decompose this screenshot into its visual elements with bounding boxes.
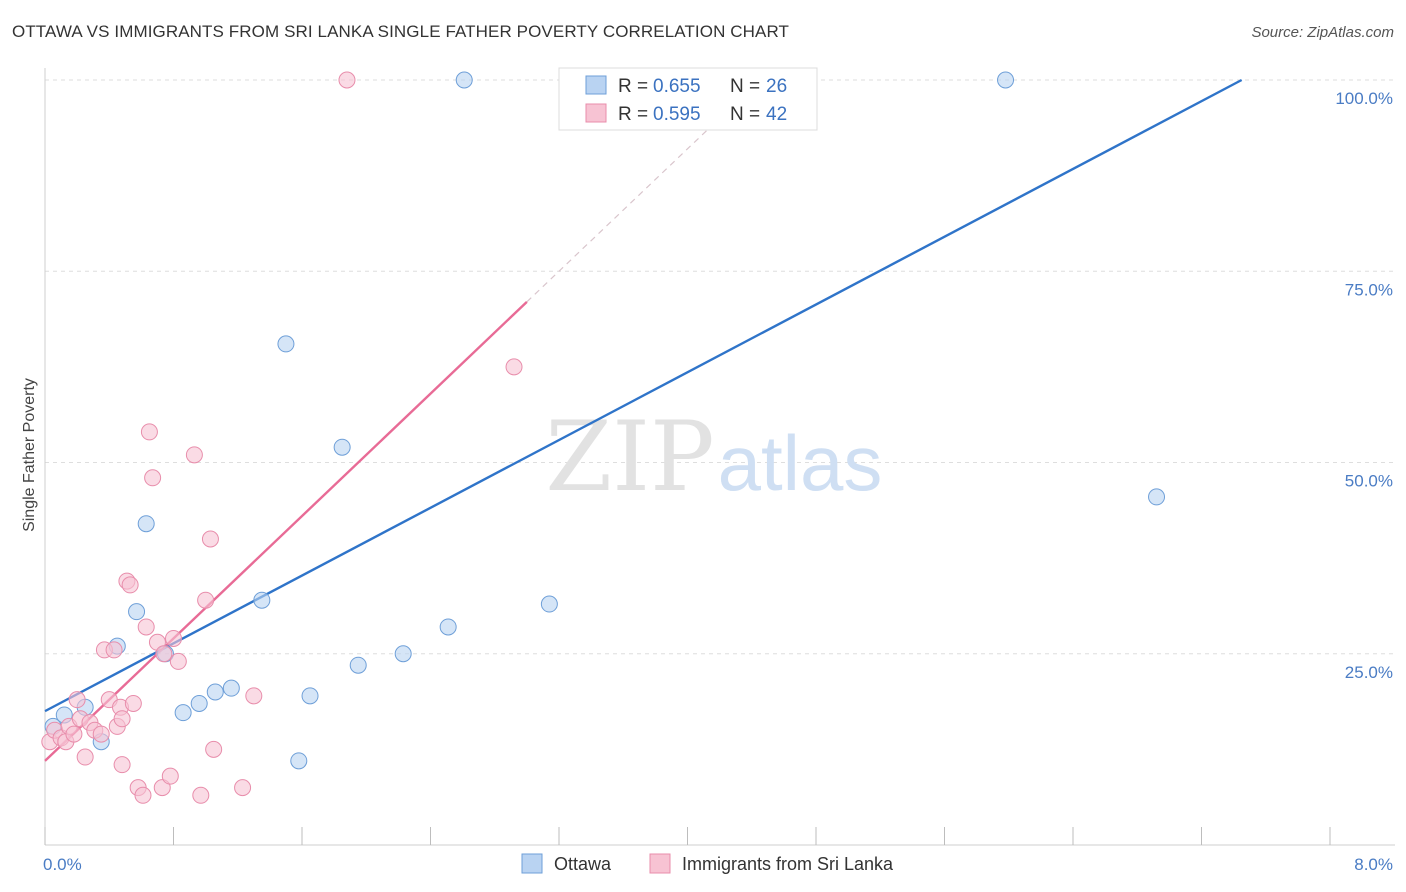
data-point: [455, 71, 473, 89]
y-tick-label: 25.0%: [1345, 663, 1393, 682]
data-point: [206, 683, 224, 701]
data-point: [505, 358, 523, 376]
data-point: [137, 618, 155, 636]
data-point: [338, 71, 356, 89]
data-point: [277, 335, 295, 353]
source-credit: Source: ZipAtlas.com: [1251, 24, 1394, 41]
data-point: [155, 645, 173, 663]
data-point: [190, 694, 208, 712]
y-tick-label: 100.0%: [1335, 89, 1393, 108]
legend-r-label: R =: [618, 104, 648, 125]
data-point: [439, 618, 457, 636]
x-tick-label: 0.0%: [43, 855, 82, 874]
data-point: [113, 710, 131, 728]
data-point: [68, 691, 86, 709]
data-point: [222, 679, 240, 697]
data-point: [113, 756, 131, 774]
trend-lines: [44, 78, 1243, 762]
y-tick-label: 50.0%: [1345, 472, 1393, 491]
axes: [44, 68, 1395, 846]
data-point: [165, 629, 182, 647]
data-point: [253, 591, 271, 609]
chart-title: OTTAWA VS IMMIGRANTS FROM SRI LANKA SING…: [12, 22, 790, 41]
data-point: [290, 752, 308, 770]
data-point: [245, 687, 263, 705]
series-legend-swatch-ottawa: [521, 853, 543, 874]
legend-n-label: N =: [730, 76, 760, 97]
tick-labels: 25.0% 50.0% 75.0% 100.0% 0.0% 8.0%: [43, 89, 1393, 874]
data-point: [76, 748, 94, 766]
legend-r-value: 0.595: [653, 104, 701, 125]
trend-line-extension: [526, 117, 721, 303]
data-point: [333, 438, 351, 456]
data-points: [41, 71, 1166, 804]
data-point: [105, 641, 123, 659]
legend-swatch-ottawa: [585, 75, 607, 95]
trend-line: [44, 78, 1243, 713]
series-legend: Ottawa Immigrants from Sri Lanka: [521, 853, 894, 874]
legend-r-label: R =: [618, 76, 648, 97]
legend-swatch-srilanka: [585, 103, 607, 123]
watermark-atlas: atlas: [718, 419, 883, 507]
data-point: [169, 652, 187, 670]
data-point: [137, 515, 155, 533]
legend-n-value: 26: [766, 76, 787, 97]
legend-box: R = 0.655 N = 26 R = 0.595 N = 42: [558, 67, 818, 131]
data-point: [349, 656, 367, 674]
watermark-zip: ZIP: [545, 401, 714, 513]
series-legend-label: Immigrants from Sri Lanka: [682, 854, 894, 874]
legend-n-value: 42: [766, 104, 787, 125]
data-point: [192, 786, 210, 804]
data-point: [234, 779, 252, 797]
data-point: [201, 530, 219, 548]
data-point: [997, 71, 1015, 89]
data-point: [1148, 488, 1166, 506]
data-point: [174, 704, 192, 722]
series-legend-label: Ottawa: [554, 854, 612, 874]
data-point: [121, 576, 139, 594]
data-point: [540, 595, 558, 613]
data-point: [185, 446, 203, 464]
data-point: [197, 591, 215, 609]
data-point: [205, 740, 223, 758]
data-point: [301, 687, 319, 705]
data-point: [394, 645, 412, 663]
y-axis-label: Single Father Poverty: [21, 378, 38, 532]
data-point: [124, 694, 142, 712]
data-point: [92, 725, 110, 743]
trend-line: [44, 300, 528, 762]
data-point: [128, 603, 146, 621]
x-tick-label: 8.0%: [1354, 855, 1393, 874]
legend-r-value: 0.655: [653, 76, 701, 97]
data-point: [161, 767, 179, 785]
data-point: [134, 786, 152, 804]
data-point: [144, 469, 162, 487]
legend-n-label: N =: [730, 104, 760, 125]
data-point: [65, 725, 83, 743]
y-tick-label: 75.0%: [1345, 280, 1393, 299]
data-point: [140, 423, 158, 441]
series-legend-swatch-srilanka: [649, 853, 671, 874]
